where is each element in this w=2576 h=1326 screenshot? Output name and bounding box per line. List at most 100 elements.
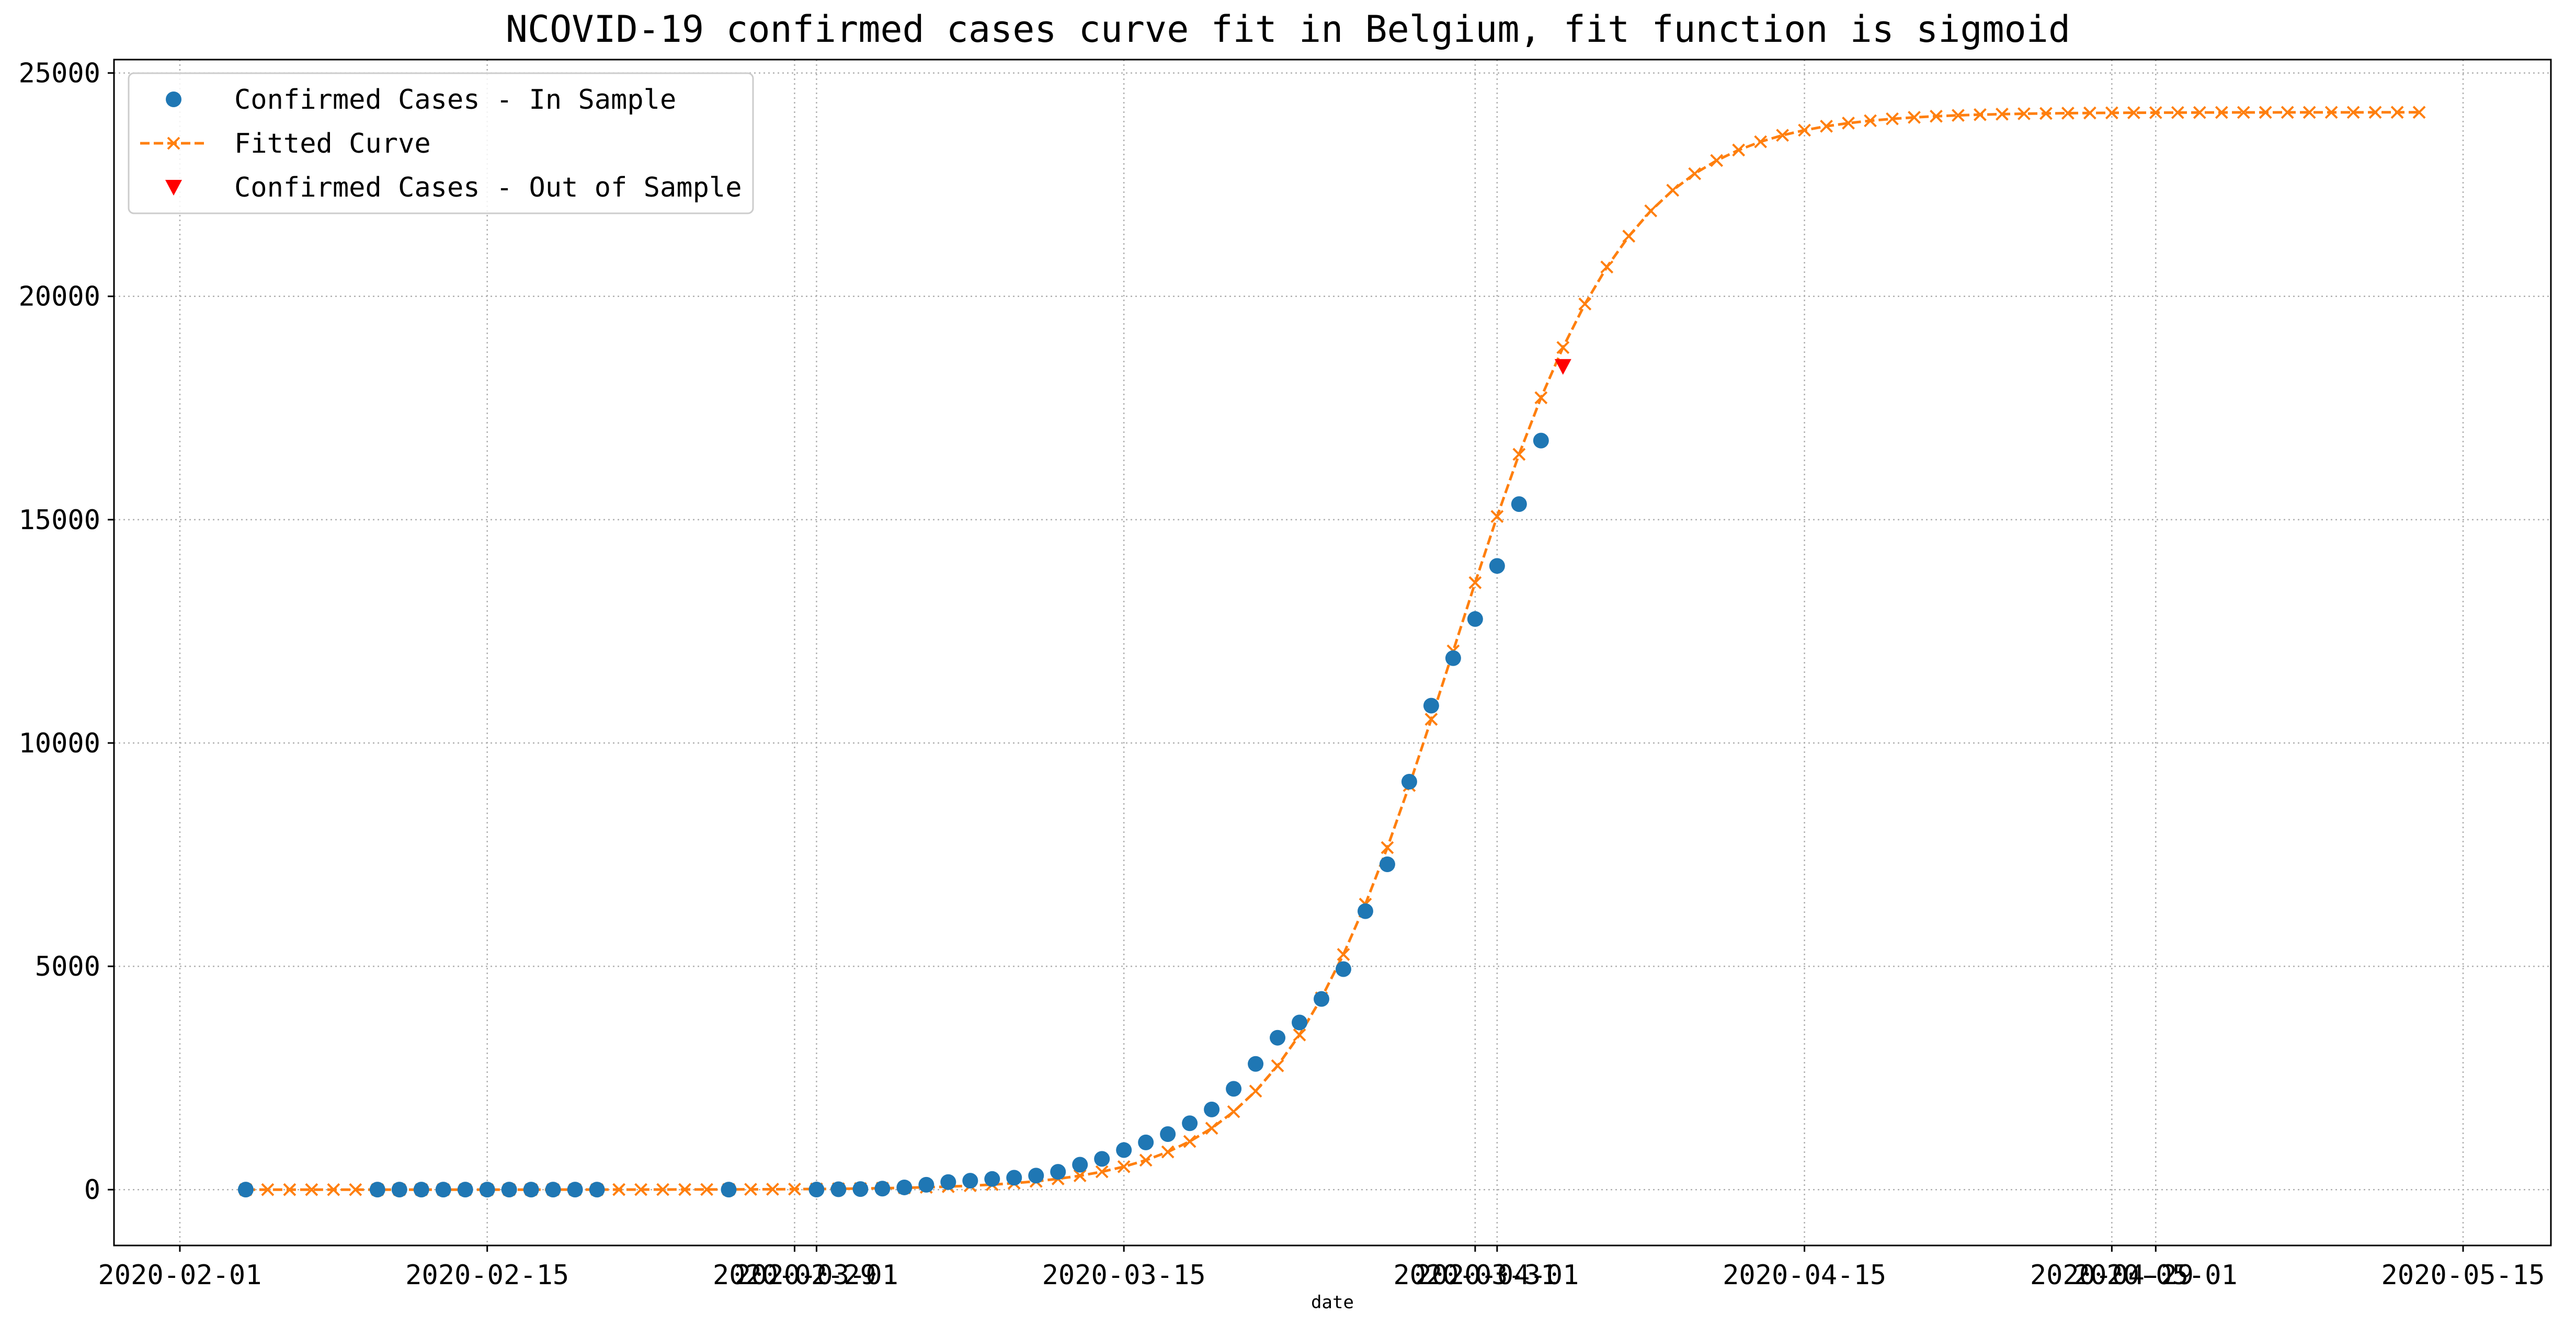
in-sample-point <box>830 1181 847 1197</box>
fitted-curve-marker <box>2390 106 2404 119</box>
fitted-curve-marker <box>1512 448 1526 461</box>
fitted-curve-marker <box>1886 112 1899 125</box>
x-tick-label: 2020-03-15 <box>1042 1260 1206 1291</box>
in-sample-point <box>413 1182 429 1198</box>
fitted-curve-marker <box>1139 1153 1153 1167</box>
in-sample-point <box>1116 1142 1132 1158</box>
fitted-curve-marker <box>2061 107 2075 120</box>
in-sample-point <box>479 1182 495 1198</box>
x-tick-label: 2020-02-29 <box>713 1260 876 1291</box>
fitted-curve-marker <box>1864 114 1877 128</box>
in-sample-point <box>1423 698 1439 714</box>
fitted-curve-marker <box>2105 106 2118 120</box>
fitted-curve-marker <box>1776 129 1789 142</box>
fitted-curve-marker <box>2368 106 2382 119</box>
fitted-curve-marker <box>1754 135 1768 148</box>
in-sample-point <box>1401 773 1417 790</box>
fitted-curve-marker <box>1820 119 1833 133</box>
fitted-curve-marker <box>261 1183 275 1196</box>
in-sample-point <box>1489 558 1505 574</box>
legend-marker-fitted <box>167 136 180 150</box>
fitted-curve-marker <box>656 1183 669 1196</box>
fitted-curve-marker <box>1205 1122 1218 1135</box>
x-tick-label: 2020-02-15 <box>405 1260 569 1291</box>
x-tick-label: 2020-02-01 <box>98 1260 261 1291</box>
fitted-curve-marker <box>2039 107 2053 120</box>
legend-box <box>128 72 754 214</box>
in-sample-point <box>545 1182 561 1198</box>
x-tick-label: 2020-03-01 <box>735 1260 898 1291</box>
fitted-curve-marker <box>1073 1169 1087 1183</box>
fitted-curve-marker <box>1952 109 1965 122</box>
fitted-curve-marker <box>2083 106 2096 120</box>
in-sample-point <box>1314 991 1330 1007</box>
in-sample-point <box>1292 1014 1308 1031</box>
fitted-curve-marker <box>1974 108 1987 121</box>
y-tick-label: 5000 <box>35 951 100 982</box>
in-sample-point <box>874 1181 891 1197</box>
in-sample-point <box>1335 961 1351 977</box>
fitted-curve-marker <box>1578 297 1592 311</box>
fitted-curve-marker <box>1183 1135 1196 1148</box>
chart-title: NCOVID-19 confirmed cases curve fit in B… <box>506 8 2070 51</box>
fitted-curve-marker <box>1908 111 1921 124</box>
in-sample-point <box>1270 1030 1286 1046</box>
y-tick-label: 15000 <box>18 505 100 536</box>
fitted-curve-marker <box>2259 106 2272 119</box>
in-sample-point <box>237 1182 254 1198</box>
in-sample-point <box>1226 1081 1242 1097</box>
in-sample-point <box>523 1182 539 1198</box>
in-sample-point <box>1445 650 1461 666</box>
fitted-curve-marker <box>1249 1084 1262 1098</box>
out-of-sample-point <box>1554 359 1571 375</box>
plot-area <box>237 106 2426 1198</box>
legend: Confirmed Cases - In Sample Fitted Curve C… <box>128 72 754 214</box>
in-sample-point <box>567 1182 583 1198</box>
fitted-curve-marker <box>1227 1105 1240 1118</box>
fitted-curve-marker <box>1930 109 1943 123</box>
in-sample-point <box>457 1182 473 1198</box>
in-sample-point <box>1072 1157 1088 1173</box>
y-tick-label: 0 <box>84 1174 100 1206</box>
x-tick-label: 2020-03-31 <box>1393 1260 1557 1291</box>
plot-frame <box>113 59 2552 1247</box>
fitted-curve-marker <box>700 1183 713 1196</box>
in-sample-point <box>962 1173 978 1189</box>
fitted-curve-marker <box>2237 106 2250 119</box>
fitted-curve-marker <box>744 1183 757 1196</box>
in-sample-point <box>1028 1168 1044 1184</box>
fitted-curve-marker <box>1688 167 1702 180</box>
fitted-curve-marker <box>1381 841 1394 854</box>
fitted-curve-marker <box>634 1183 647 1196</box>
fitted-curve-marker <box>2412 106 2426 119</box>
in-sample-point <box>391 1182 407 1198</box>
fitted-curve-marker <box>1996 107 2009 121</box>
in-sample-point <box>589 1182 605 1198</box>
fitted-curve-marker <box>2324 106 2338 119</box>
in-sample-point <box>1379 856 1395 872</box>
fitted-curve-marker <box>2281 106 2294 119</box>
legend-label: Confirmed Cases - Out of Sample <box>234 172 742 203</box>
in-sample-point <box>1533 432 1549 449</box>
fitted-curve-marker <box>788 1182 801 1196</box>
x-axis-label: date <box>1311 1292 1354 1313</box>
fitted-curve-marker <box>1490 510 1504 523</box>
fitted-curve-marker <box>327 1183 340 1196</box>
fitted-curve-marker <box>1600 260 1614 274</box>
fitted-curve-marker <box>305 1183 318 1196</box>
in-sample-point <box>1006 1170 1022 1186</box>
in-sample-point <box>1204 1101 1220 1117</box>
in-sample-point <box>369 1182 385 1198</box>
fitted-curve-marker <box>1622 230 1636 243</box>
fitted-curve-marker <box>1337 947 1350 961</box>
fitted-curve-marker <box>1117 1160 1131 1173</box>
in-sample-point <box>1050 1164 1066 1180</box>
x-tick-label: 2020-04-15 <box>1723 1260 1886 1291</box>
fitted-curve-marker <box>283 1183 297 1196</box>
fitted-curve-marker <box>1534 391 1548 405</box>
y-tick-label: 25000 <box>18 58 100 89</box>
legend-marker-in-sample <box>166 92 181 107</box>
axis-ticks: 2020-02-01 2020-02-15 2020-02-292020-03-01… <box>18 58 2545 1291</box>
fitted-curve-marker <box>2149 106 2162 119</box>
